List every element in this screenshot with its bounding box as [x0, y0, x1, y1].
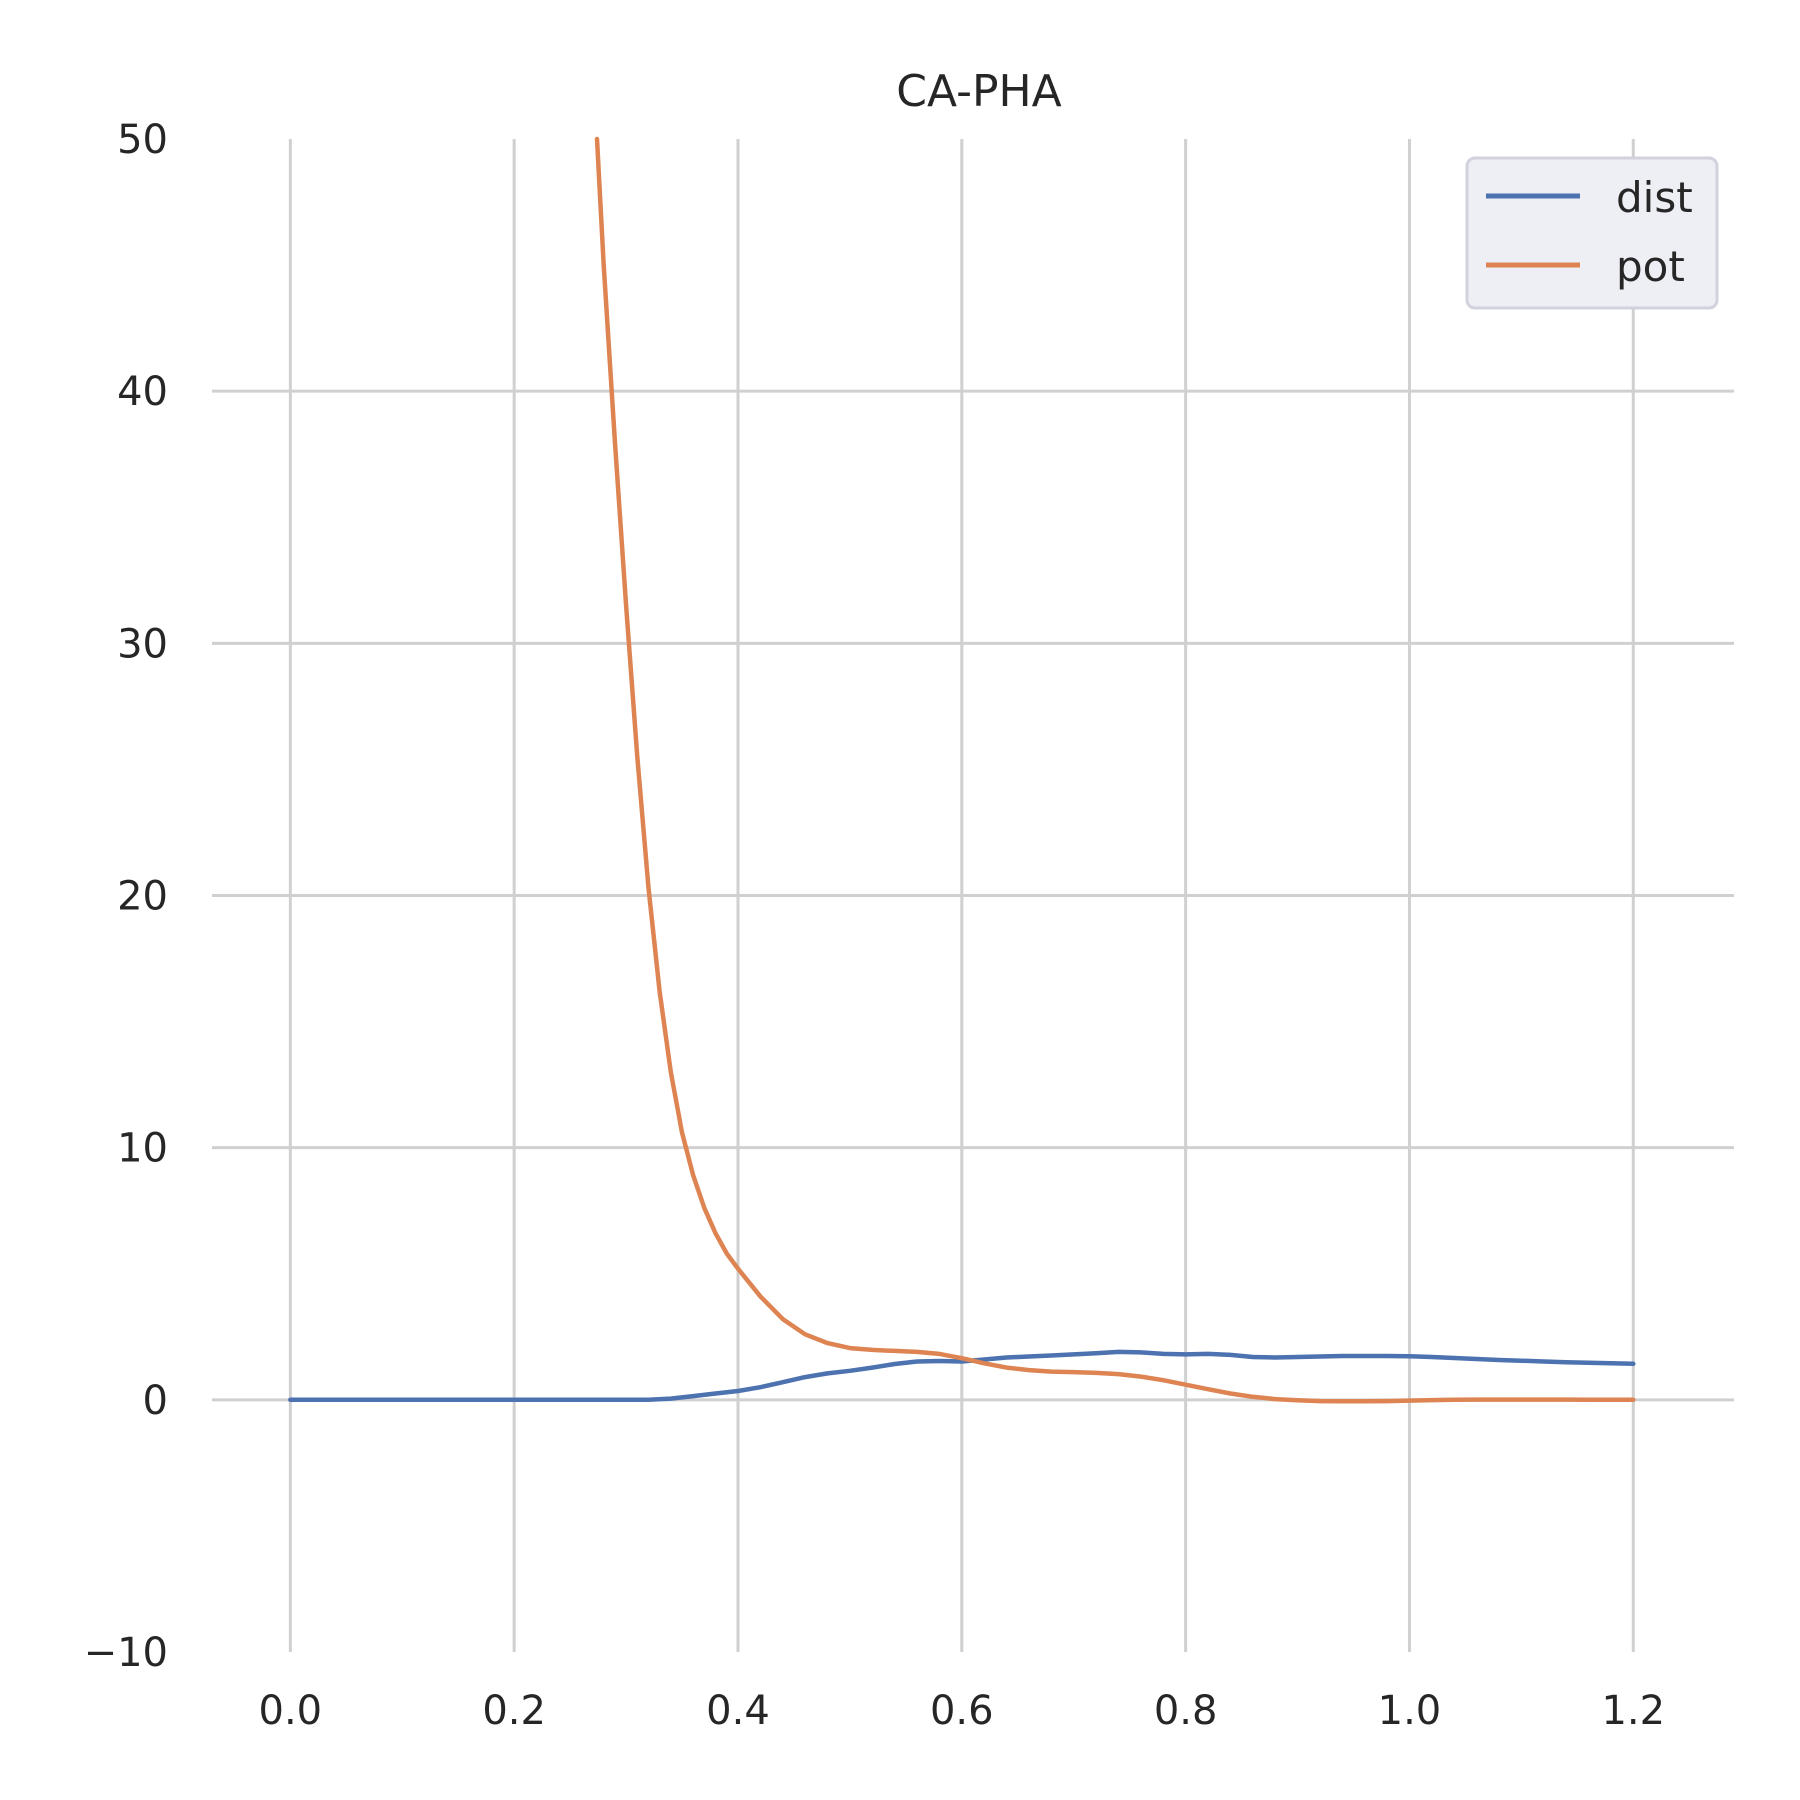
x-tick-label: 0.6	[930, 1688, 994, 1734]
y-tick-labels: −10 0 10 20 30 40 50	[84, 117, 168, 1676]
x-tick-labels: 0.0 0.2 0.4 0.6 0.8 1.0 1.2	[259, 1688, 1666, 1734]
y-tick-label: 40	[117, 369, 168, 415]
x-tick-label: 1.0	[1378, 1688, 1442, 1734]
y-tick-label: 30	[117, 621, 168, 667]
series-lines	[288, 136, 1636, 1404]
x-tick-label: 0.8	[1154, 1688, 1218, 1734]
x-tick-label: 1.2	[1601, 1688, 1665, 1734]
series-line-pot	[594, 136, 1636, 1404]
legend-label-pot: pot	[1616, 242, 1685, 291]
y-tick-label: 10	[117, 1126, 168, 1172]
y-tick-label: 0	[143, 1378, 168, 1424]
x-tick-label: 0.2	[482, 1688, 546, 1734]
legend: dist pot	[1465, 156, 1719, 310]
y-tick-label: −10	[84, 1630, 168, 1676]
series-line-dist	[288, 1349, 1636, 1403]
y-tick-label: 20	[117, 874, 168, 920]
chart-title: CA-PHA	[896, 66, 1061, 117]
x-tick-label: 0.0	[259, 1688, 323, 1734]
x-tick-label: 0.4	[706, 1688, 770, 1734]
y-tick-label: 50	[117, 117, 168, 163]
legend-label-dist: dist	[1616, 173, 1693, 222]
y-gridlines	[212, 389, 1734, 1402]
